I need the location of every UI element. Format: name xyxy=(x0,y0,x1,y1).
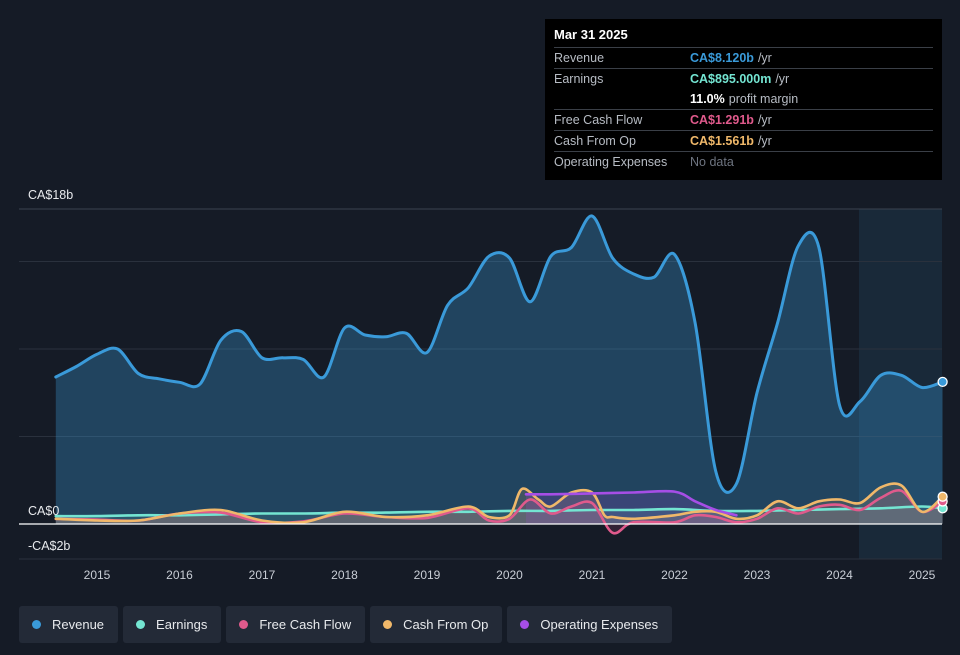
tooltip-unit: /yr xyxy=(757,134,772,148)
legend-label: Free Cash Flow xyxy=(259,617,352,632)
x-tick-label: 2023 xyxy=(744,568,771,582)
x-tick-label: 2025 xyxy=(909,568,936,582)
tooltip-panel: Mar 31 2025 Revenue CA$8.120b /yr Earnin… xyxy=(545,19,942,180)
end-markers xyxy=(937,376,948,514)
legend-label: Earnings xyxy=(156,617,208,632)
tooltip-unit: /yr xyxy=(757,51,772,65)
x-tick-label: 2020 xyxy=(496,568,523,582)
tooltip-row-revenue: Revenue CA$8.120b /yr xyxy=(554,48,933,69)
tooltip-label xyxy=(554,89,690,109)
legend-item-operating-expenses[interactable]: Operating Expenses xyxy=(507,606,673,643)
tooltip-value: CA$1.291b xyxy=(690,113,754,127)
legend-dot-icon xyxy=(383,620,393,629)
revenue-area xyxy=(55,215,943,524)
legend-dot-icon xyxy=(520,620,530,629)
legend-dot-icon xyxy=(239,620,249,629)
gridlines xyxy=(19,208,942,560)
operating-expenses-area xyxy=(526,491,737,524)
x-tick-label: 2021 xyxy=(579,568,606,582)
tooltip-value: CA$1.561b xyxy=(690,134,754,148)
y-tick-label: CA$18b xyxy=(28,188,73,202)
operating-expenses-line xyxy=(524,489,738,517)
tooltip-label: Operating Expenses xyxy=(554,155,668,169)
legend-item-cash-from-op[interactable]: Cash From Op xyxy=(370,606,503,643)
tooltip-value: 11.0% xyxy=(690,92,725,106)
revenue-end-marker xyxy=(937,376,948,388)
revenue-line xyxy=(54,214,945,494)
y-tick-label: CA$0 xyxy=(28,504,59,518)
tooltip-unit: /yr xyxy=(775,72,790,86)
y-tick-label: -CA$2b xyxy=(28,539,70,553)
x-tick-label: 2019 xyxy=(414,568,441,582)
y-axis-labels: CA$18b CA$0 -CA$2b xyxy=(28,188,73,553)
tooltip-value: CA$8.120b xyxy=(690,51,754,65)
x-tick-label: 2018 xyxy=(331,568,358,582)
tooltip-value: CA$895.000m xyxy=(690,72,772,86)
tooltip-row-earnings: Earnings CA$895.000m /yr xyxy=(554,69,933,89)
tooltip-row-profit-margin: 11.0% profit margin xyxy=(554,89,933,110)
x-tick-label: 2022 xyxy=(661,568,688,582)
x-tick-label: 2017 xyxy=(249,568,276,582)
tooltip-label: Free Cash Flow xyxy=(554,113,643,127)
tooltip-row-cash-from-op: Cash From Op CA$1.561b /yr xyxy=(554,131,933,152)
series-lines xyxy=(54,214,945,535)
legend-label: Cash From Op xyxy=(403,617,489,632)
cash-from-op-end-marker xyxy=(937,491,948,502)
legend-item-revenue[interactable]: Revenue xyxy=(19,606,119,643)
legend: Revenue Earnings Free Cash Flow Cash Fro… xyxy=(19,606,673,643)
x-tick-label: 2024 xyxy=(826,568,853,582)
x-axis-labels: 2015 2016 2017 2018 2019 2020 2021 2022 2023 2024… xyxy=(84,568,936,582)
free-cash-flow-area xyxy=(55,490,943,534)
tooltip-value: No data xyxy=(690,155,734,169)
tooltip-row-operating-expenses: Operating Expenses No data xyxy=(554,152,933,172)
legend-item-free-cash-flow[interactable]: Free Cash Flow xyxy=(226,606,366,643)
tooltip-label: Cash From Op xyxy=(554,134,636,148)
tooltip-row-free-cash-flow: Free Cash Flow CA$1.291b /yr xyxy=(554,110,933,131)
x-tick-label: 2016 xyxy=(166,568,193,582)
legend-item-earnings[interactable]: Earnings xyxy=(123,606,222,643)
tooltip-date: Mar 31 2025 xyxy=(554,27,933,48)
legend-dot-icon xyxy=(32,620,41,629)
legend-label: Operating Expenses xyxy=(540,617,659,632)
tooltip-unit: profit margin xyxy=(728,92,799,106)
legend-dot-icon xyxy=(136,620,146,629)
tooltip-label: Earnings xyxy=(554,72,604,86)
tooltip-unit: /yr xyxy=(757,113,772,127)
x-tick-label: 2015 xyxy=(84,568,111,582)
legend-label: Revenue xyxy=(52,617,105,632)
chart-canvas: CA$18b CA$0 -CA$2b 2015 2016 2017 2018 2019 202… xyxy=(19,188,948,582)
series-areas xyxy=(55,215,943,534)
tooltip-label: Revenue xyxy=(554,51,605,65)
